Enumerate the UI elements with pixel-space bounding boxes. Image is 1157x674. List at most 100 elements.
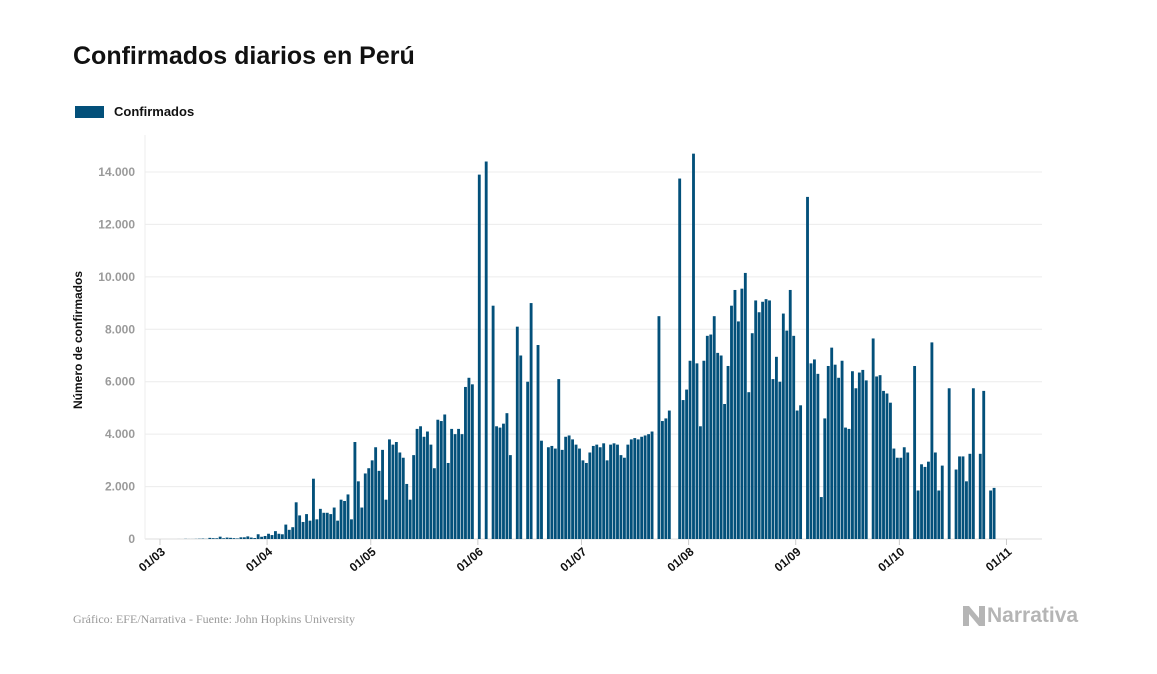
bar [778, 381, 782, 539]
y-tick-label: 12.000 [98, 217, 135, 231]
bar [840, 360, 844, 539]
bar [788, 289, 792, 539]
bar [712, 316, 716, 539]
bar [578, 448, 581, 539]
bar [394, 442, 398, 539]
bar [902, 447, 906, 539]
bar [958, 456, 961, 539]
bar [339, 499, 343, 539]
bar [989, 490, 993, 539]
bar [318, 508, 322, 539]
bar [374, 447, 378, 539]
bar [609, 444, 613, 539]
bar [930, 342, 934, 539]
bar [750, 333, 754, 539]
bar [571, 439, 574, 539]
bar [826, 365, 830, 539]
bar [774, 356, 778, 539]
bar [899, 457, 903, 539]
bar [716, 352, 720, 539]
bar [678, 178, 682, 539]
bar [792, 335, 796, 539]
bar [968, 453, 972, 539]
legend: Confirmados [75, 104, 194, 119]
bar [229, 537, 232, 539]
bar [961, 456, 965, 539]
bar [336, 520, 340, 539]
bar [812, 359, 816, 539]
bar [757, 312, 761, 539]
bar [660, 421, 664, 539]
bar [560, 449, 564, 539]
bar [809, 363, 813, 539]
bar [246, 536, 250, 539]
x-tick-label: 01/04 [243, 544, 275, 574]
bar [657, 316, 661, 539]
bar [540, 440, 543, 539]
bar [270, 535, 274, 539]
x-tick-label: 01/07 [557, 544, 589, 574]
bar [567, 435, 571, 539]
bar [709, 334, 713, 539]
bar [526, 381, 530, 539]
bar [650, 431, 654, 539]
bar [291, 527, 295, 539]
bar [616, 444, 619, 539]
bar [978, 453, 982, 539]
bar [450, 428, 454, 539]
bar [305, 514, 308, 539]
bar [536, 345, 540, 539]
bar [322, 512, 326, 539]
bar [816, 373, 820, 539]
bar [937, 490, 941, 539]
bar [878, 375, 882, 539]
bar [470, 384, 474, 539]
bar [419, 426, 422, 539]
bar [764, 299, 768, 539]
bar [239, 537, 243, 539]
y-tick-label: 0 [128, 532, 135, 546]
bar [875, 376, 879, 539]
bar [215, 538, 219, 539]
bar [439, 421, 443, 539]
logo-text: Narrativa [987, 604, 1079, 627]
bar [502, 423, 505, 539]
bar [426, 431, 429, 539]
bar [211, 538, 215, 539]
bar [595, 444, 599, 539]
bar [208, 537, 212, 539]
bar [249, 537, 253, 539]
bar [602, 443, 606, 539]
bar [332, 507, 336, 539]
bar [844, 427, 847, 539]
bar [343, 500, 346, 539]
bar [464, 386, 467, 539]
bar [681, 400, 685, 539]
bar [436, 419, 440, 539]
bar [467, 377, 471, 539]
bar [294, 502, 298, 539]
bar [370, 460, 374, 539]
bar [225, 537, 229, 539]
bar [702, 360, 706, 539]
bar [965, 481, 968, 539]
bar [484, 161, 488, 539]
bar [723, 403, 727, 539]
bar [422, 436, 426, 539]
bar [301, 521, 305, 539]
bar [622, 457, 626, 539]
bar [940, 465, 944, 539]
bar [705, 335, 709, 539]
bar [443, 414, 447, 539]
bar [408, 499, 412, 539]
bar [236, 538, 239, 539]
bar [298, 515, 302, 539]
bar [640, 436, 644, 539]
bar [730, 305, 733, 539]
bar [515, 326, 519, 539]
bar [692, 153, 695, 539]
bar [584, 462, 588, 539]
bar [453, 434, 457, 539]
bar [222, 538, 226, 539]
